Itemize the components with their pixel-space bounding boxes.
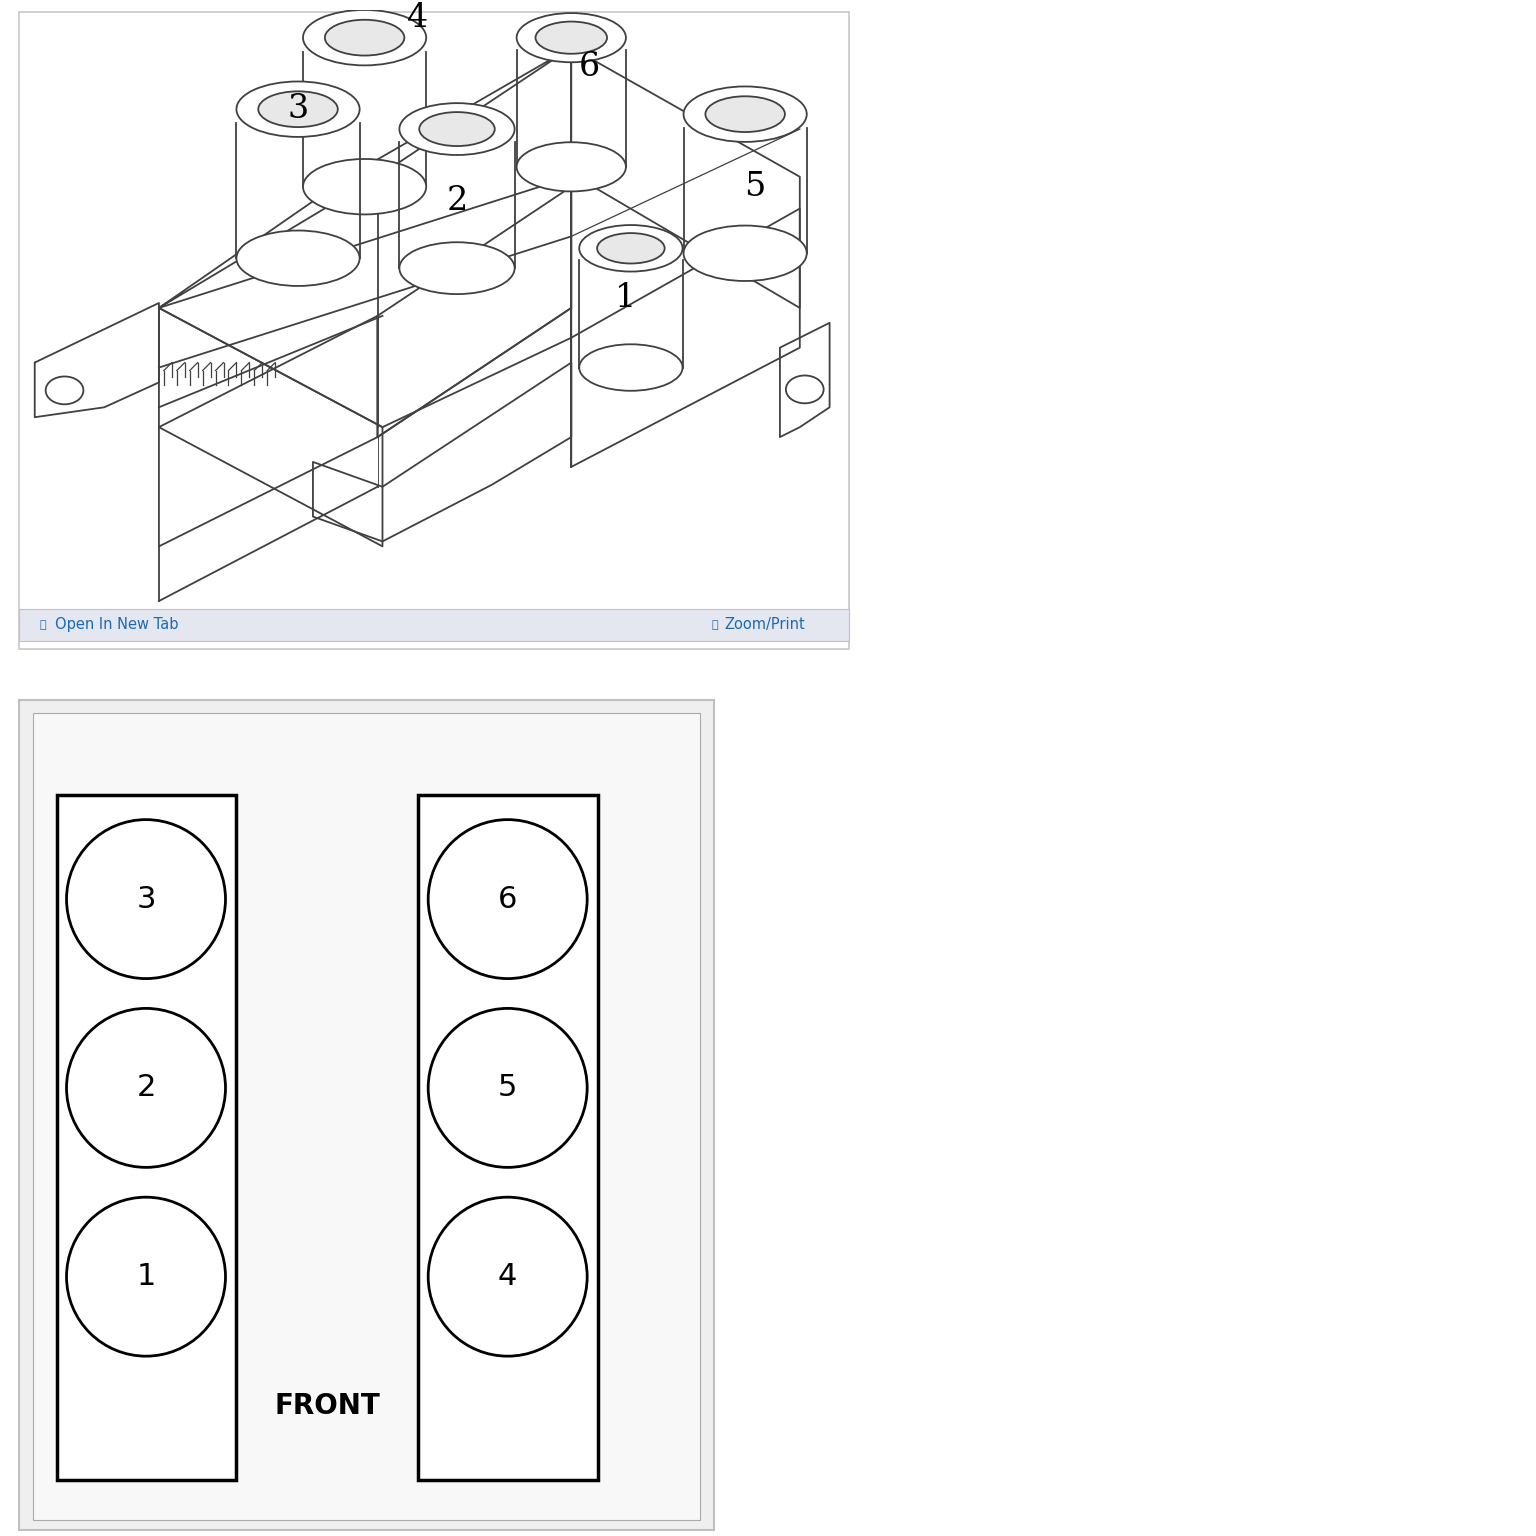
Circle shape	[429, 820, 587, 978]
Bar	[418, 794, 598, 1481]
Text: 2: 2	[137, 1074, 155, 1103]
Text: Zoom/Print: Zoom/Print	[725, 617, 805, 633]
Ellipse shape	[536, 22, 607, 54]
Ellipse shape	[399, 103, 515, 155]
Ellipse shape	[399, 243, 515, 293]
Text: 3: 3	[287, 94, 309, 126]
Text: ⧉: ⧉	[40, 621, 46, 630]
Text: Open In New Tab: Open In New Tab	[55, 617, 178, 633]
Ellipse shape	[303, 160, 425, 215]
Ellipse shape	[419, 112, 495, 146]
Ellipse shape	[516, 14, 625, 63]
Ellipse shape	[579, 226, 682, 272]
Text: 4: 4	[407, 2, 429, 34]
Circle shape	[429, 1009, 587, 1167]
Text: 4: 4	[498, 1263, 518, 1292]
Text: 6: 6	[579, 52, 599, 83]
Text: 2: 2	[447, 184, 467, 217]
Ellipse shape	[684, 226, 806, 281]
Text: 5: 5	[498, 1074, 518, 1103]
Bar	[32, 713, 700, 1521]
Text: FRONT: FRONT	[275, 1392, 381, 1419]
Text: 1: 1	[137, 1263, 155, 1292]
Ellipse shape	[684, 86, 806, 141]
Text: 6: 6	[498, 885, 518, 914]
Ellipse shape	[516, 143, 625, 192]
Bar	[18, 12, 849, 648]
Ellipse shape	[579, 344, 682, 390]
Bar	[18, 700, 714, 1530]
Ellipse shape	[705, 97, 785, 132]
Ellipse shape	[237, 230, 359, 286]
Bar	[18, 608, 849, 641]
Ellipse shape	[303, 9, 425, 66]
Text: 1: 1	[616, 283, 636, 313]
Text: 5: 5	[745, 170, 766, 203]
Ellipse shape	[258, 91, 338, 127]
Circle shape	[66, 1197, 226, 1356]
Ellipse shape	[324, 20, 404, 55]
Circle shape	[429, 1197, 587, 1356]
Ellipse shape	[237, 81, 359, 137]
Ellipse shape	[598, 233, 665, 264]
Circle shape	[66, 1009, 226, 1167]
Bar	[57, 794, 237, 1481]
Text: 🔍: 🔍	[711, 621, 717, 630]
Text: 3: 3	[137, 885, 155, 914]
Circle shape	[66, 820, 226, 978]
